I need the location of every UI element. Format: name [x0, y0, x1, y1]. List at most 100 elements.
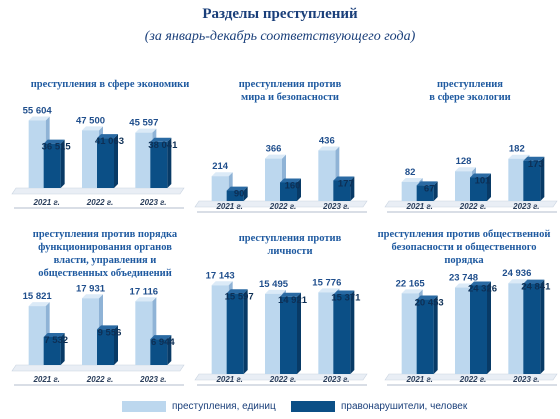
value-label-1-0-2: 436 — [319, 135, 335, 146]
bar-top-3-0-2 — [135, 297, 157, 302]
bar-4-1-0 — [226, 293, 244, 374]
bar-side-5-1-2 — [540, 279, 545, 374]
bar-2-1-1 — [470, 177, 487, 201]
value-label-1-1-1: 160 — [285, 180, 301, 191]
value-label-3-1-1: 9 556 — [98, 327, 122, 338]
tick-label-0-2: 2023 г. — [139, 198, 166, 207]
bar-5-1-0 — [416, 299, 434, 374]
bar-top-3-1-1 — [97, 325, 118, 330]
bar-top-5-1-2 — [523, 279, 545, 284]
legend-offenders-label: правонарушители, человек — [341, 400, 468, 412]
bar-side-3-1-2 — [167, 335, 172, 365]
bar-4-0-0 — [211, 285, 229, 374]
bar-top-3-0-1 — [82, 294, 103, 299]
value-label-1-1-2: 177 — [338, 178, 354, 189]
bar-4-0-2 — [318, 292, 336, 374]
bar-0-0-0 — [28, 120, 46, 188]
bar-2-0-1 — [455, 171, 472, 201]
bar-top-2-0-0 — [401, 177, 423, 182]
value-label-0-0-1: 47 500 — [76, 115, 105, 126]
tick-label-1-2: 2023 г. — [322, 202, 349, 211]
value-label-0-1-1: 41 063 — [95, 136, 124, 147]
bar-side-1-1-1 — [297, 178, 301, 201]
value-label-3-1-0: 7 532 — [44, 335, 68, 346]
chart-title-authority: преступления против порядка функциониров… — [32, 229, 178, 279]
value-label-4-1-2: 15 371 — [331, 292, 361, 303]
bar-top-3-1-2 — [150, 335, 172, 340]
value-label-3-0-2: 17 116 — [130, 286, 159, 297]
value-label-1-0-0: 214 — [212, 161, 229, 172]
tick-label-4-1: 2022 г. — [269, 375, 296, 384]
value-label-4-1-0: 15 597 — [225, 291, 254, 302]
value-label-5-0-1: 23 748 — [449, 273, 478, 284]
value-label-3-1-2: 6 944 — [151, 337, 175, 348]
value-label-0-1-2: 38 041 — [148, 140, 178, 151]
page-title: Разделы преступлений — [202, 6, 358, 22]
bar-top-5-0-2 — [508, 279, 530, 284]
value-label-3-0-1: 17 931 — [76, 283, 106, 294]
bar-top-4-1-2 — [333, 290, 355, 295]
bar-top-3-1-0 — [43, 332, 65, 337]
bar-2-0-2 — [508, 158, 526, 201]
chart-title-economy: преступления в сфере экономики — [30, 79, 190, 90]
bar-top-1-1-0 — [226, 186, 248, 191]
bar-top-0-0-1 — [82, 126, 103, 131]
tick-label-5-1: 2022 г. — [459, 375, 486, 384]
tick-label-3-1: 2022 г. — [86, 375, 113, 384]
bar-2-1-0 — [416, 185, 434, 201]
tick-label-1-1: 2022 г. — [269, 202, 296, 211]
bar-side-2-1-0 — [433, 181, 438, 201]
value-label-5-0-0: 22 165 — [396, 278, 426, 289]
bar-side-3-1-1 — [114, 325, 118, 365]
legend-crimes: преступления, единиц — [122, 399, 276, 413]
bar-1-1-2 — [333, 180, 351, 201]
bar-top-2-0-2 — [508, 154, 530, 159]
chart-title-ecology: преступления в сфере экологии — [429, 79, 511, 103]
bar-top-5-1-1 — [470, 281, 491, 286]
value-label-2-0-0: 82 — [405, 167, 416, 178]
bar-side-1-1-2 — [350, 176, 355, 201]
bar-top-2-1-0 — [416, 181, 438, 186]
bar-3-1-1 — [97, 329, 114, 365]
bar-2-1-2 — [523, 160, 541, 201]
value-label-4-0-2: 15 776 — [312, 277, 341, 288]
value-label-0-0-0: 55 604 — [23, 105, 53, 116]
chart-floor — [11, 364, 185, 372]
tick-label-0-0: 2021 г. — [32, 198, 59, 207]
bar-side-4-1-0 — [243, 289, 248, 374]
bar-side-5-1-1 — [487, 281, 491, 374]
bar-top-1-1-2 — [333, 176, 355, 181]
value-label-2-1-2: 173 — [528, 159, 544, 170]
bar-top-0-0-0 — [28, 116, 50, 121]
value-label-2-0-1: 128 — [456, 156, 472, 167]
bar-0-0-1 — [82, 130, 99, 188]
chart-floor — [194, 373, 368, 381]
bar-top-2-1-2 — [523, 156, 545, 161]
tick-label-2-1: 2022 г. — [459, 202, 486, 211]
bar-3-0-1 — [82, 298, 99, 365]
bar-4-1-2 — [333, 294, 351, 374]
legend-offenders-swatch — [291, 400, 335, 412]
value-label-5-0-2: 24 936 — [502, 268, 531, 279]
bar-1-1-1 — [280, 182, 297, 201]
bar-top-4-0-1 — [265, 289, 286, 294]
bar-2-0-0 — [401, 181, 419, 201]
bar-side-4-1-1 — [297, 292, 301, 374]
bar-0-1-2 — [150, 141, 168, 188]
tick-label-5-0: 2021 г. — [405, 375, 432, 384]
bar-top-5-0-0 — [401, 289, 423, 294]
bar-3-1-0 — [43, 336, 61, 365]
bar-top-0-1-2 — [150, 137, 172, 142]
value-label-0-0-2: 45 597 — [129, 118, 158, 129]
bar-top-2-0-1 — [455, 167, 476, 172]
value-label-5-1-0: 20 453 — [415, 298, 444, 309]
chart-floor — [384, 200, 558, 208]
chart-floor — [11, 187, 185, 195]
tick-label-3-2: 2023 г. — [139, 375, 166, 384]
bar-side-5-1-0 — [433, 295, 438, 374]
bar-top-0-1-1 — [97, 134, 118, 139]
chart-title-peace: преступления против мира и безопасности — [238, 79, 342, 103]
bar-3-0-2 — [135, 301, 153, 365]
bar-1-1-0 — [226, 190, 244, 201]
